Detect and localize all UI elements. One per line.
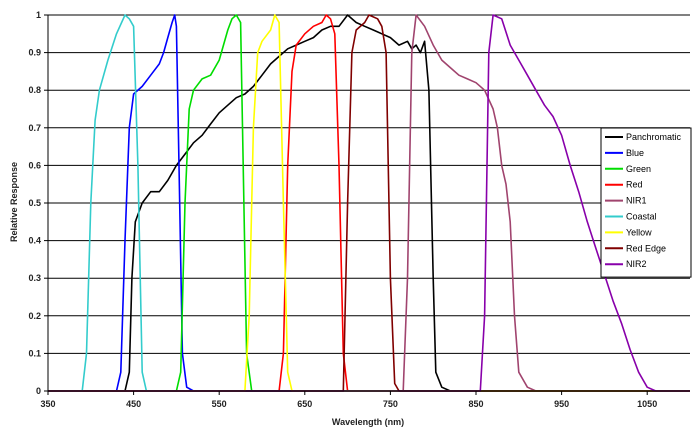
y-tick-label: 0.6 <box>28 160 41 170</box>
x-tick-label: 550 <box>212 399 227 409</box>
series-line-nir1 <box>48 14 690 392</box>
x-tick-label: 650 <box>297 399 312 409</box>
y-axis-title: Relative Response <box>9 162 19 242</box>
y-tick-label: 0.2 <box>28 311 41 321</box>
legend-label: Green <box>626 164 651 174</box>
series-lines <box>48 14 690 392</box>
x-axis-title: Wavelength (nm) <box>332 417 404 427</box>
y-tick-label: 1 <box>36 10 41 20</box>
series-line-red-edge <box>48 14 690 392</box>
legend-label: Blue <box>626 148 644 158</box>
x-tick-labels: 350 450 550 650 750 850 950 1050 <box>40 399 657 409</box>
gridlines <box>48 14 690 392</box>
series-line-coastal <box>48 14 690 392</box>
series-line-green <box>48 14 690 392</box>
y-tick-label: 0.5 <box>28 198 41 208</box>
legend-label: Red <box>626 180 643 190</box>
legend-label: Red Edge <box>626 243 666 253</box>
legend-label: Coastal <box>626 212 657 222</box>
x-tick-label: 350 <box>40 399 55 409</box>
y-tick-label: 0 <box>36 386 41 396</box>
series-line-blue <box>48 14 690 392</box>
y-tick-label: 0.9 <box>28 48 41 58</box>
legend-label: NIR2 <box>626 259 647 269</box>
x-tick-label: 950 <box>554 399 569 409</box>
legend-label: NIR1 <box>626 196 647 206</box>
y-tick-label: 0.8 <box>28 85 41 95</box>
y-tick-label: 0.3 <box>28 273 41 283</box>
y-tick-label: 0.7 <box>28 123 41 133</box>
y-tick-label: 0.4 <box>28 236 41 246</box>
y-tick-labels: 0 0.1 0.2 0.3 0.4 0.5 0.6 0.7 0.8 0.9 1 <box>28 10 41 396</box>
x-tick-label: 850 <box>468 399 483 409</box>
x-tick-label: 750 <box>383 399 398 409</box>
y-tick-label: 0.1 <box>28 348 41 358</box>
legend: Panchromatic Blue Green Red NIR1 Coastal Yello… <box>600 127 692 278</box>
legend-label: Panchromatic <box>626 132 682 142</box>
x-tick-label: 450 <box>126 399 141 409</box>
series-line-nir2 <box>48 14 690 392</box>
x-tick-label: 1050 <box>637 399 657 409</box>
series-line-yellow <box>48 14 690 392</box>
axes <box>44 14 690 395</box>
legend-label: Yellow <box>626 227 652 237</box>
